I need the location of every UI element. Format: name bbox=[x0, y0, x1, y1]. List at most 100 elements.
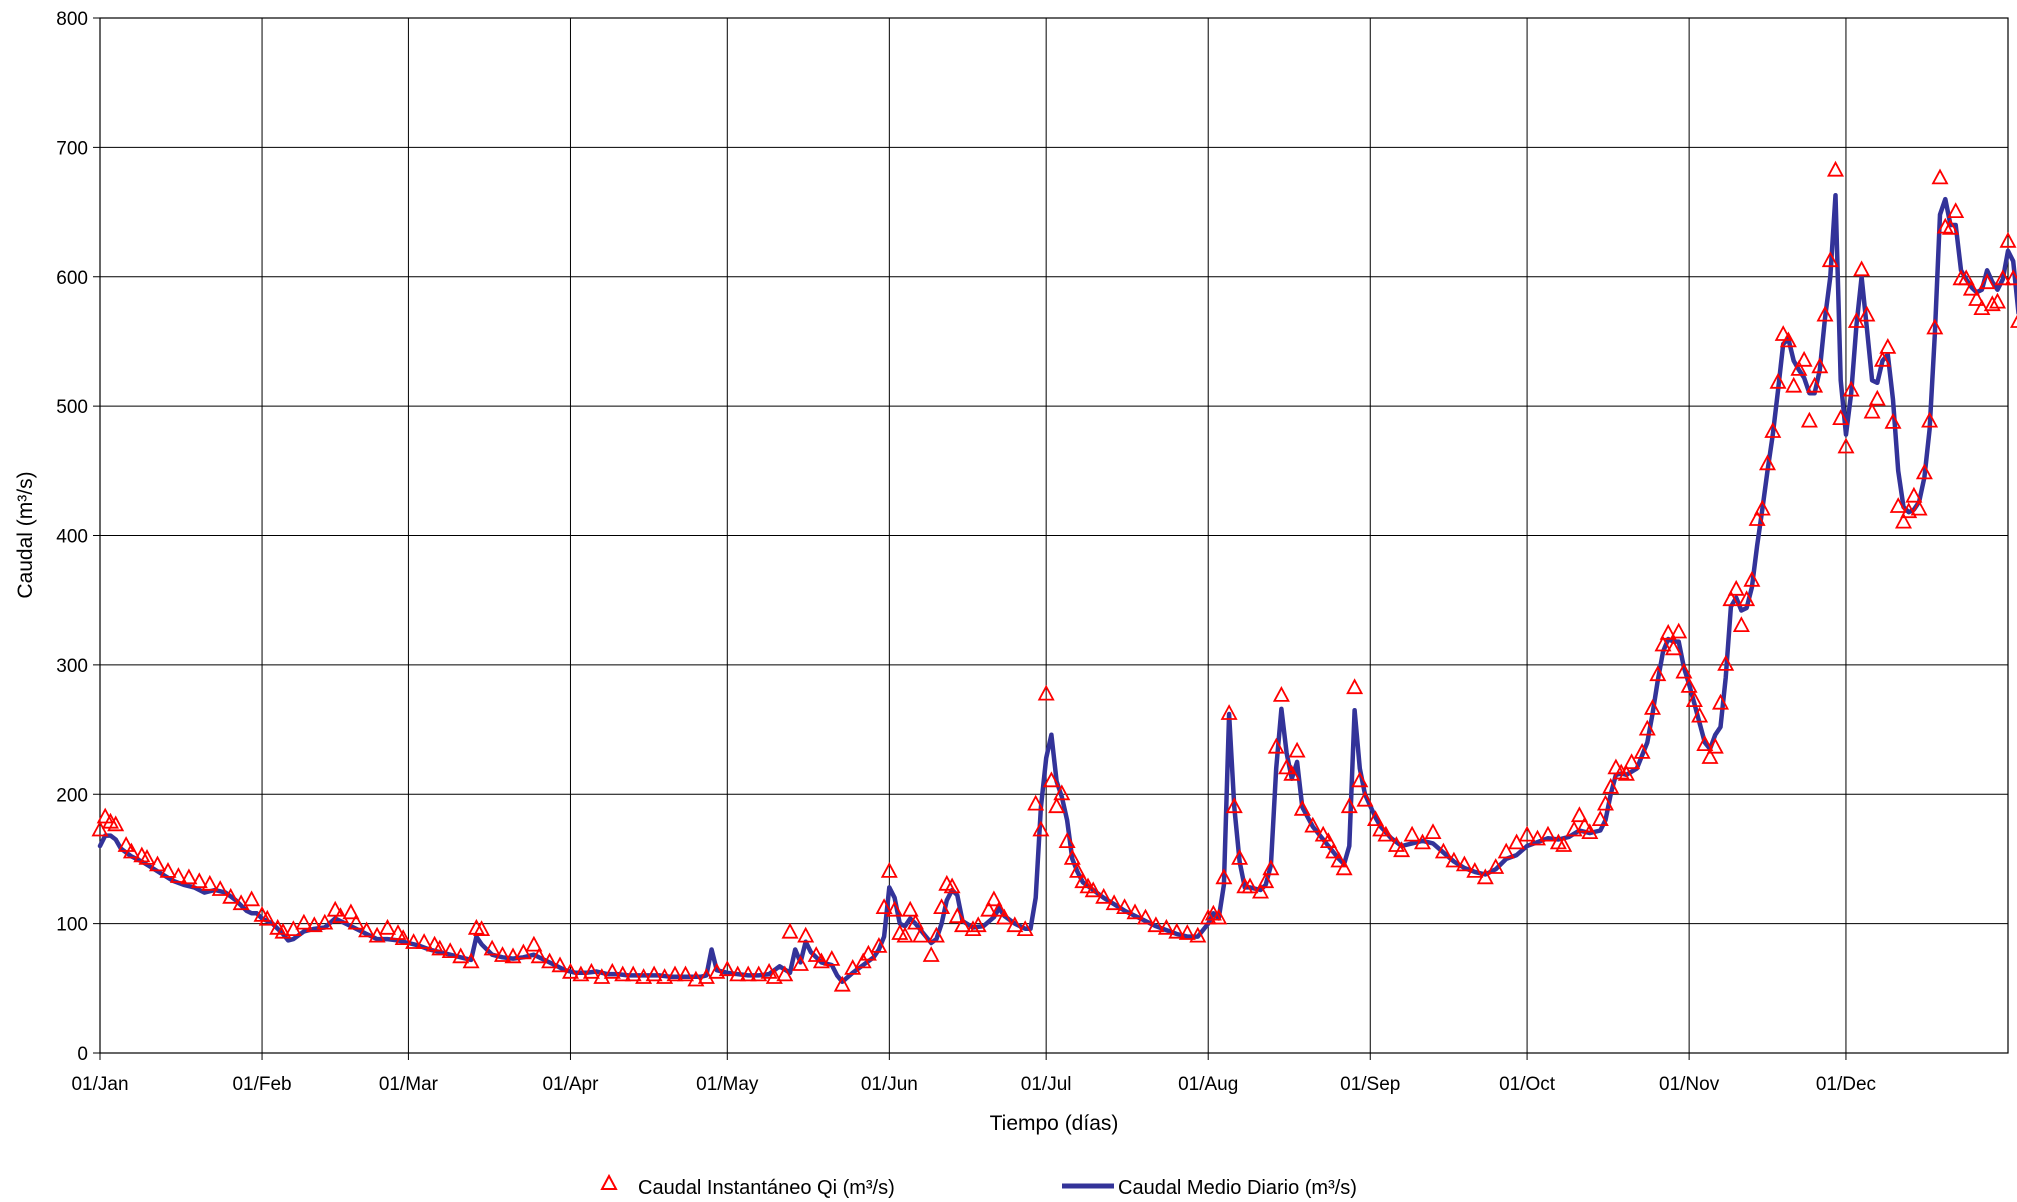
data-point-triangle bbox=[1900, 502, 1918, 519]
data-point-triangle bbox=[964, 920, 982, 936]
data-point-triangle bbox=[405, 933, 423, 949]
data-point-triangle bbox=[1126, 903, 1144, 920]
data-point-triangle bbox=[504, 947, 522, 964]
data-point-triangle bbox=[980, 900, 998, 917]
data-point-triangle bbox=[1528, 829, 1547, 846]
data-point-triangle bbox=[1157, 918, 1175, 935]
data-point-triangle bbox=[1581, 823, 1599, 839]
data-point-triangle bbox=[1727, 579, 1745, 596]
data-point-triangle bbox=[1178, 924, 1196, 940]
data-point-triangle bbox=[1863, 402, 1881, 419]
y-tick-label: 600 bbox=[56, 268, 88, 289]
data-point-triangle bbox=[347, 913, 365, 930]
data-point-triangle bbox=[1006, 916, 1024, 933]
data-point-triangle bbox=[1058, 832, 1076, 848]
y-tick-label: 800 bbox=[56, 9, 88, 30]
data-point-triangle bbox=[358, 921, 376, 938]
data-point-triangle bbox=[1189, 926, 1207, 943]
data-point-triangle bbox=[1957, 269, 1975, 286]
data-point-triangle bbox=[1717, 655, 1735, 671]
data-point-triangle bbox=[1314, 825, 1332, 842]
data-point-triangle bbox=[1748, 510, 1766, 526]
data-point-triangle bbox=[901, 900, 919, 917]
data-point-triangle bbox=[274, 922, 292, 939]
data-point-triangle bbox=[243, 890, 261, 907]
data-point-triangle bbox=[331, 907, 350, 924]
data-point-triangle bbox=[1769, 372, 1787, 389]
x-tick-label: 01/Nov bbox=[1659, 1074, 1720, 1095]
data-point-triangle bbox=[1210, 908, 1228, 925]
data-point-triangle bbox=[922, 946, 940, 962]
data-point-triangle bbox=[1884, 413, 1902, 429]
x-tick-label: 01/Oct bbox=[1499, 1074, 1556, 1095]
data-point-triangle bbox=[148, 855, 167, 872]
data-point-triangle bbox=[1837, 437, 1855, 454]
data-point-triangle bbox=[1743, 570, 1761, 587]
data-point-triangle bbox=[1926, 318, 1944, 335]
data-point-triangle bbox=[1393, 841, 1411, 858]
data-point-triangle bbox=[1241, 877, 1259, 894]
data-point-triangle bbox=[1576, 816, 1594, 833]
data-point-triangle bbox=[676, 965, 695, 982]
data-point-triangle bbox=[378, 918, 397, 935]
y-tick-label: 100 bbox=[56, 915, 88, 936]
data-point-triangle bbox=[1617, 764, 1635, 781]
data-point-triangle bbox=[739, 965, 757, 982]
data-point-triangle bbox=[452, 947, 470, 964]
data-point-triangle bbox=[91, 820, 109, 837]
data-point-triangle bbox=[222, 887, 240, 904]
data-point-triangle bbox=[1816, 305, 1834, 322]
data-point-triangle bbox=[1136, 908, 1155, 925]
data-point-triangle bbox=[138, 849, 156, 865]
x-tick-label: 01/Jul bbox=[1021, 1074, 1072, 1095]
data-point-triangle bbox=[990, 900, 1008, 917]
data-point-triangle bbox=[1084, 881, 1102, 898]
data-point-triangle bbox=[645, 965, 663, 982]
data-point-triangle bbox=[1685, 691, 1703, 707]
data-point-triangle bbox=[1675, 662, 1693, 679]
data-point-triangle bbox=[1826, 160, 1845, 177]
data-point-triangle bbox=[1842, 380, 1860, 397]
data-point-triangle bbox=[1231, 849, 1249, 865]
data-point-triangle bbox=[1602, 777, 1620, 794]
data-point-triangle bbox=[1215, 868, 1233, 885]
x-tick-label: 01/Apr bbox=[542, 1074, 599, 1095]
data-point-triangle bbox=[1351, 771, 1369, 788]
data-point-triangle bbox=[1596, 794, 1615, 811]
data-point-triangle bbox=[1037, 684, 1055, 701]
data-point-triangle bbox=[1722, 590, 1740, 607]
data-point-triangle bbox=[1555, 836, 1573, 852]
data-point-triangle bbox=[1612, 763, 1630, 780]
data-point-triangle bbox=[1325, 842, 1343, 859]
data-point-triangle bbox=[1774, 325, 1792, 341]
data-point-triangle bbox=[943, 877, 961, 894]
data-point-triangle bbox=[1591, 810, 1609, 826]
data-point-triangle bbox=[1894, 512, 1913, 529]
data-point-triangle bbox=[797, 926, 815, 943]
data-point-triangle bbox=[368, 926, 386, 943]
data-point-triangle bbox=[1889, 497, 1907, 513]
data-point-triangle bbox=[875, 898, 893, 914]
data-point-triangle bbox=[624, 965, 642, 982]
data-point-triangle bbox=[1147, 916, 1165, 933]
data-point-triangle bbox=[1968, 290, 1986, 306]
data-point-triangle bbox=[572, 965, 590, 982]
data-point-triangle bbox=[1304, 816, 1322, 833]
data-point-triangle bbox=[1711, 693, 1730, 710]
data-point-triangle bbox=[1346, 678, 1364, 695]
data-point-triangle bbox=[1921, 411, 1939, 428]
data-point-triangle bbox=[1570, 806, 1588, 823]
legend-label-caudal-instantaneo: Caudal Instantáneo Qi (m³/s) bbox=[638, 1177, 895, 1199]
data-point-triangle bbox=[1168, 922, 1186, 939]
data-point-triangle bbox=[1377, 825, 1395, 842]
data-point-triangle bbox=[1806, 376, 1824, 393]
data-point-triangle bbox=[1225, 797, 1243, 814]
data-point-triangle bbox=[1978, 273, 1996, 290]
data-point-triangle bbox=[1293, 799, 1311, 816]
data-point-triangle bbox=[1042, 771, 1060, 788]
data-point-triangle bbox=[1821, 251, 1839, 268]
data-point-triangle bbox=[1607, 758, 1625, 775]
data-point-triangle bbox=[1278, 758, 1296, 775]
data-point-triangle bbox=[1403, 825, 1421, 842]
y-axis-label: Caudal (m³/s) bbox=[14, 471, 37, 598]
